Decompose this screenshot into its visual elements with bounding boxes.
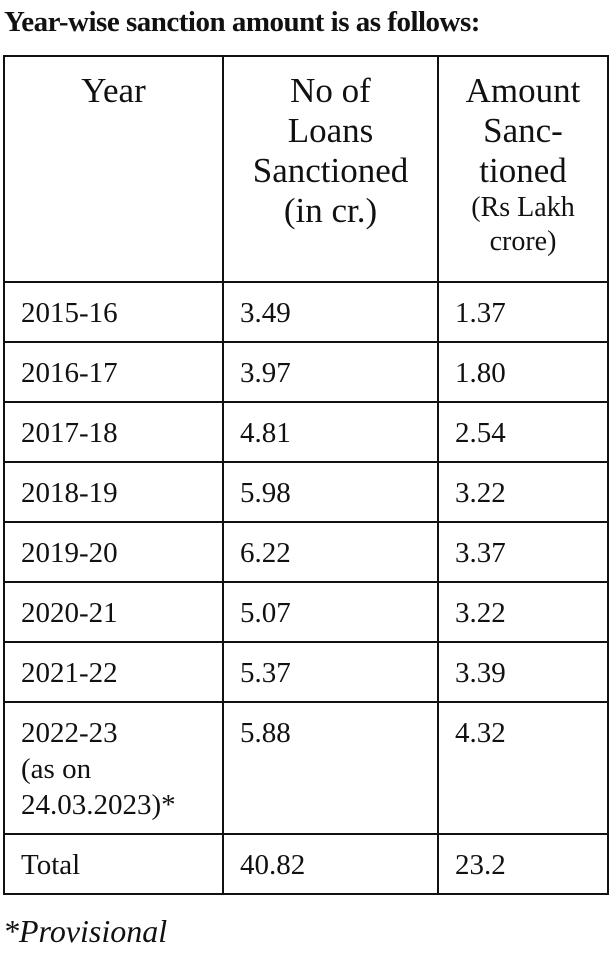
cell-line: 2022-23 bbox=[21, 717, 118, 749]
table-row: 2020-21 5.07 3.22 bbox=[3, 581, 609, 643]
table-body: 2015-16 3.49 1.37 2016-17 3.97 1.80 2017-18 4.8… bbox=[3, 281, 609, 895]
title: Year-wise sanction amount is as follows: bbox=[4, 6, 480, 38]
table-cell: 4.81 bbox=[222, 401, 439, 463]
header-cell: Amount Sanc-tioned (Rs Lakh crore) bbox=[437, 55, 609, 283]
table-cell: 3.22 bbox=[437, 461, 609, 523]
cell-line: Sanc- bbox=[483, 111, 563, 150]
table-cell: 2018-19 bbox=[3, 461, 224, 523]
header-cell: No of Loans Sanctioned (in cr.) bbox=[222, 55, 439, 283]
table-cell: 2019-20 bbox=[3, 521, 224, 583]
cell-line: (as on bbox=[21, 753, 92, 785]
cell-line: No of bbox=[290, 71, 371, 110]
table-row: 2015-16 3.49 1.37 bbox=[3, 281, 609, 343]
table-cell: 2.54 bbox=[437, 401, 609, 463]
cell-line: Sanctioned bbox=[252, 151, 409, 190]
table-row: 2022-23 (as on 24.03.2023)* 5.88 4.32 bbox=[3, 701, 609, 835]
table-cell: 3.37 bbox=[437, 521, 609, 583]
table-row: 2017-18 4.81 2.54 bbox=[3, 401, 609, 463]
cell-line: crore) bbox=[489, 226, 557, 257]
table-cell: 5.07 bbox=[222, 581, 439, 643]
table-row: 2018-19 5.98 3.22 bbox=[3, 461, 609, 523]
cell-line: 24.03.2023)* bbox=[21, 789, 176, 821]
cell-line: Amount bbox=[465, 71, 581, 110]
table-cell: 3.22 bbox=[437, 581, 609, 643]
footnote: *Provisional bbox=[3, 913, 168, 949]
table-cell: 3.49 bbox=[222, 281, 439, 343]
table-cell: 2017-18 bbox=[3, 401, 224, 463]
table-cell: 5.88 bbox=[222, 701, 439, 835]
table-cell: 1.37 bbox=[437, 281, 609, 343]
table-cell: 4.32 bbox=[437, 701, 609, 835]
table-cell: 6.22 bbox=[222, 521, 439, 583]
cell-line: Year bbox=[81, 71, 146, 110]
table-cell: 5.98 bbox=[222, 461, 439, 523]
table-row: 2019-20 6.22 3.37 bbox=[3, 521, 609, 583]
table-cell: 3.39 bbox=[437, 641, 609, 703]
table-cell: 2016-17 bbox=[3, 341, 224, 403]
table-cell: 2015-16 bbox=[3, 281, 224, 343]
table-row: Total 40.82 23.2 bbox=[3, 833, 609, 895]
table-cell: 2021-22 bbox=[3, 641, 224, 703]
table-cell: 2020-21 bbox=[3, 581, 224, 643]
table-cell: 5.37 bbox=[222, 641, 439, 703]
cell-line: (Rs Lakh bbox=[471, 192, 575, 223]
cell-line: (in cr.) bbox=[283, 191, 378, 230]
cell-line: Loans bbox=[287, 111, 374, 150]
table-cell: 1.80 bbox=[437, 341, 609, 403]
table-cell: 23.2 bbox=[437, 833, 609, 895]
table-row: 2016-17 3.97 1.80 bbox=[3, 341, 609, 403]
table-cell: 3.97 bbox=[222, 341, 439, 403]
header-row: Year No of Loans Sanctioned (in cr.) Amount Sa… bbox=[3, 55, 609, 283]
table-cell: 40.82 bbox=[222, 833, 439, 895]
cell-line: tioned bbox=[479, 151, 567, 190]
table-cell: 2022-23 (as on 24.03.2023)* bbox=[3, 701, 224, 835]
table: Year No of Loans Sanctioned (in cr.) Amount Sa… bbox=[3, 55, 609, 895]
table-cell: Total bbox=[3, 833, 224, 895]
header-cell: Year bbox=[3, 55, 224, 283]
table-row: 2021-22 5.37 3.39 bbox=[3, 641, 609, 703]
